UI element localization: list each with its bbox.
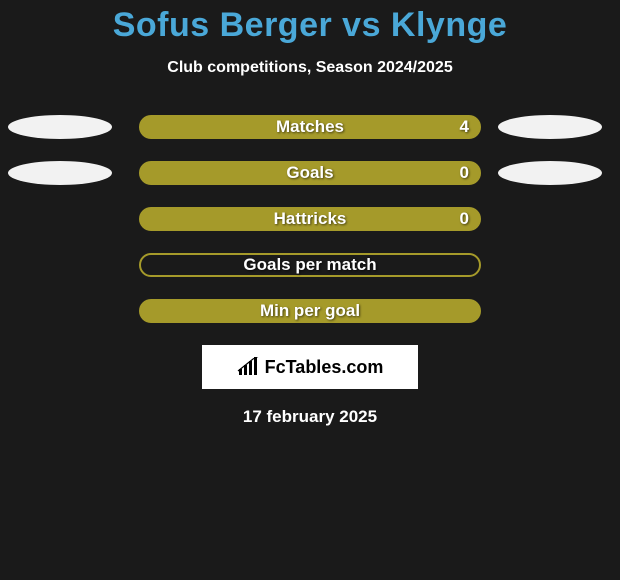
main-container: Sofus Berger vs Klynge Club competitions… [0,0,620,427]
stat-value: 0 [460,163,469,183]
stat-row: Goals per match [0,253,620,277]
right-ellipse [498,115,602,139]
stat-value: 4 [460,117,469,137]
stat-row: Min per goal [0,299,620,323]
stat-bar: Goals 0 [139,161,481,185]
left-ellipse [8,115,112,139]
stat-label: Matches [276,117,344,137]
stat-label: Goals [286,163,333,183]
stat-label: Hattricks [274,209,347,229]
stat-row: Hattricks 0 [0,207,620,231]
stat-bar: Hattricks 0 [139,207,481,231]
page-subtitle: Club competitions, Season 2024/2025 [167,59,452,77]
stat-bar: Min per goal [139,299,481,323]
bar-chart-icon [237,357,261,377]
stat-label: Min per goal [260,301,360,321]
footer-date: 17 february 2025 [243,407,377,427]
left-ellipse [8,161,112,185]
page-title: Sofus Berger vs Klynge [113,6,508,45]
right-ellipse [498,161,602,185]
stat-label: Goals per match [243,255,376,275]
stat-row: Goals 0 [0,161,620,185]
brand-box: FcTables.com [202,345,418,389]
stat-value: 0 [460,209,469,229]
stat-row: Matches 4 [0,115,620,139]
stat-bar: Goals per match [139,253,481,277]
brand-text: FcTables.com [265,357,384,378]
stat-bar: Matches 4 [139,115,481,139]
stats-rows: Matches 4 Goals 0 Hattricks 0 Goals per match M… [0,115,620,323]
